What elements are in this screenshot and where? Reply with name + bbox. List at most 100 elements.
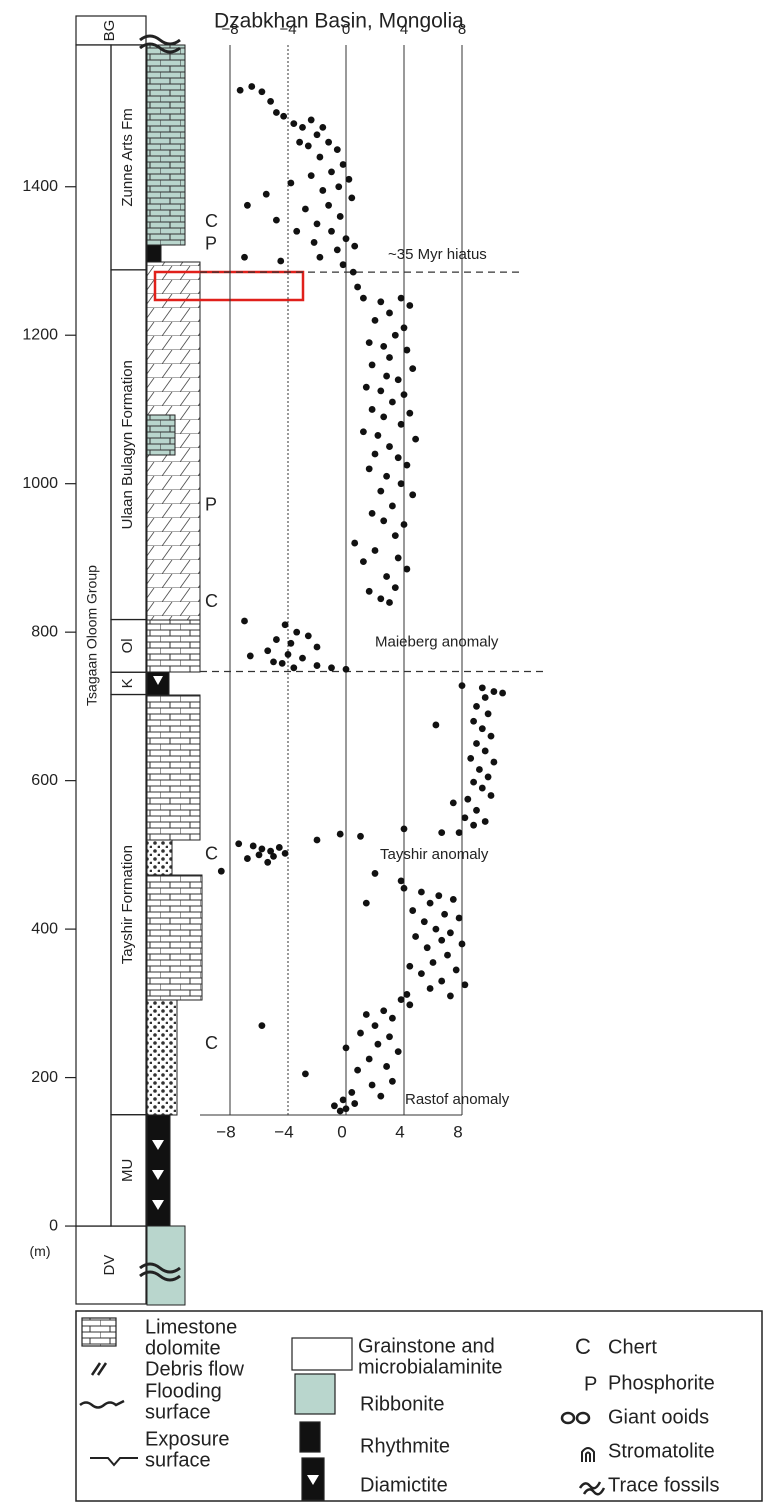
data-point xyxy=(461,981,469,989)
x-tick-label: 8 xyxy=(453,1122,462,1141)
data-point xyxy=(368,361,376,369)
data-point xyxy=(313,220,321,228)
legend-label: Rhythmite xyxy=(360,1435,450,1457)
data-point xyxy=(357,832,364,840)
svg-text:P: P xyxy=(584,1373,597,1395)
data-point xyxy=(371,547,379,554)
data-point xyxy=(313,131,321,139)
data-point xyxy=(467,754,475,762)
data-point xyxy=(336,1107,344,1115)
svg-text:C: C xyxy=(575,1334,591,1359)
data-point xyxy=(246,652,254,660)
data-point xyxy=(273,636,280,643)
data-point xyxy=(374,432,382,439)
data-point xyxy=(499,689,506,697)
annotation: Tayshir anomaly xyxy=(380,846,489,863)
data-point xyxy=(391,331,399,339)
data-point xyxy=(438,936,446,944)
data-point xyxy=(241,617,248,625)
data-point xyxy=(310,239,318,246)
annotation: Maieberg anomaly xyxy=(375,633,499,650)
data-point xyxy=(371,870,379,877)
x-tick-label: −8 xyxy=(216,1122,235,1141)
legend-label: dolomite xyxy=(145,1337,221,1359)
data-point xyxy=(470,717,477,725)
y-tick-label: 200 xyxy=(31,1069,58,1086)
data-point xyxy=(481,694,489,701)
x-tick-label: 8 xyxy=(458,21,466,38)
data-point xyxy=(371,1022,379,1030)
legend-label: Giant ooids xyxy=(608,1406,709,1428)
data-point xyxy=(394,454,402,462)
data-point xyxy=(438,977,446,985)
data-point xyxy=(484,710,492,718)
legend-label: microbialaminite xyxy=(358,1356,503,1378)
legend-label: Grainstone and xyxy=(358,1335,495,1357)
data-point xyxy=(452,966,460,974)
data-point xyxy=(447,929,454,937)
formation-box xyxy=(110,1114,147,1227)
data-point xyxy=(377,387,385,395)
data-point xyxy=(391,532,399,540)
lithology-column xyxy=(139,34,203,1306)
column-symbol: C xyxy=(205,591,218,611)
data-point xyxy=(362,899,370,907)
data-point xyxy=(383,1063,390,1070)
data-point xyxy=(418,888,425,896)
data-point xyxy=(470,821,477,829)
data-point xyxy=(476,766,483,773)
legend-label: Chert xyxy=(608,1336,657,1358)
data-point xyxy=(328,168,335,176)
data-point xyxy=(394,554,402,562)
legend-label: Diamictite xyxy=(360,1474,448,1496)
data-point xyxy=(333,246,341,254)
data-point xyxy=(406,302,414,309)
data-point xyxy=(386,354,393,361)
data-point xyxy=(478,725,486,733)
data-point xyxy=(447,992,454,1000)
data-point xyxy=(335,183,343,191)
data-point xyxy=(304,632,312,640)
data-point xyxy=(267,847,274,855)
data-point xyxy=(293,628,301,636)
data-point xyxy=(333,146,341,154)
data-point xyxy=(354,1066,361,1074)
legend-label: Debris flow xyxy=(145,1358,244,1380)
data-point xyxy=(490,758,498,766)
data-point xyxy=(299,654,306,662)
data-point xyxy=(386,443,393,450)
x-tick-label: 4 xyxy=(400,21,408,38)
legend-label: Phosphorite xyxy=(608,1372,715,1394)
data-point xyxy=(409,365,417,373)
data-point xyxy=(435,892,443,900)
data-point xyxy=(307,172,315,180)
data-point xyxy=(386,599,393,606)
legend-label: Exposure xyxy=(145,1428,230,1450)
legend-label: Trace fossils xyxy=(608,1474,720,1496)
data-point xyxy=(304,142,312,150)
data-point xyxy=(325,138,332,146)
data-point xyxy=(478,684,486,692)
data-point xyxy=(357,1029,364,1037)
data-point xyxy=(365,1055,373,1063)
data-point xyxy=(368,406,376,413)
data-point xyxy=(299,123,306,131)
data-point xyxy=(383,372,390,380)
data-point xyxy=(397,996,405,1004)
formation-label: Ol xyxy=(119,638,136,653)
y-unit: (m) xyxy=(30,1243,51,1259)
data-point xyxy=(275,844,283,851)
data-point xyxy=(406,409,414,417)
data-point xyxy=(426,899,434,907)
data-point xyxy=(383,472,390,480)
data-point xyxy=(287,639,295,647)
data-point xyxy=(400,521,408,528)
x-tick-label: −8 xyxy=(221,21,238,38)
formation-label: Zunne Arts Fm xyxy=(119,108,136,206)
data-point xyxy=(391,584,399,592)
data-point xyxy=(473,702,480,710)
data-point xyxy=(371,316,379,324)
column-symbol: P xyxy=(205,495,217,515)
data-point xyxy=(339,1096,347,1104)
